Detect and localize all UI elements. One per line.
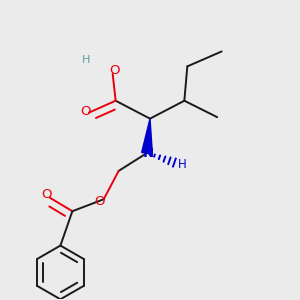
Text: H: H — [178, 158, 187, 171]
Polygon shape — [142, 118, 152, 154]
Text: O: O — [80, 105, 91, 118]
Text: H: H — [82, 56, 90, 65]
Text: O: O — [94, 195, 104, 208]
Text: O: O — [109, 64, 119, 77]
Text: O: O — [42, 188, 52, 201]
Text: N: N — [143, 147, 154, 160]
